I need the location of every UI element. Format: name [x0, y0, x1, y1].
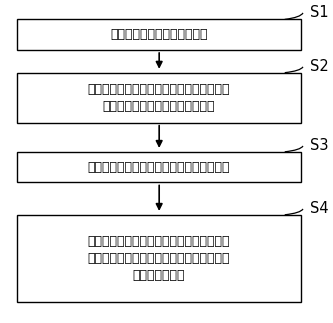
Text: ，以确定所需焊接的焊接路径信息: ，以确定所需焊接的焊接路径信息 — [103, 99, 215, 113]
FancyBboxPatch shape — [17, 73, 301, 123]
FancyBboxPatch shape — [17, 19, 301, 50]
Text: S4: S4 — [310, 202, 329, 216]
FancyBboxPatch shape — [17, 152, 301, 182]
Text: 从数据库提取焊道的堆焊参数: 从数据库提取焊道的堆焊参数 — [110, 28, 208, 41]
Text: S1: S1 — [310, 5, 329, 20]
Text: 根据所述堆焊参数提取并处理焊道特征曲线: 根据所述堆焊参数提取并处理焊道特征曲线 — [88, 83, 230, 96]
Text: S2: S2 — [310, 59, 329, 74]
Text: S3: S3 — [310, 139, 329, 153]
Text: 按照所述焊接路径信息和焊枪的姿态信息自: 按照所述焊接路径信息和焊枪的姿态信息自 — [88, 235, 230, 248]
FancyBboxPatch shape — [17, 215, 301, 302]
Text: 序进行焊接操作: 序进行焊接操作 — [133, 269, 185, 282]
Text: 根据所述焊接路径信息计算焊枪的姿态信息: 根据所述焊接路径信息计算焊枪的姿态信息 — [88, 161, 230, 174]
Text: 动生成机器人运行程序，并根据所述运行程: 动生成机器人运行程序，并根据所述运行程 — [88, 252, 230, 265]
